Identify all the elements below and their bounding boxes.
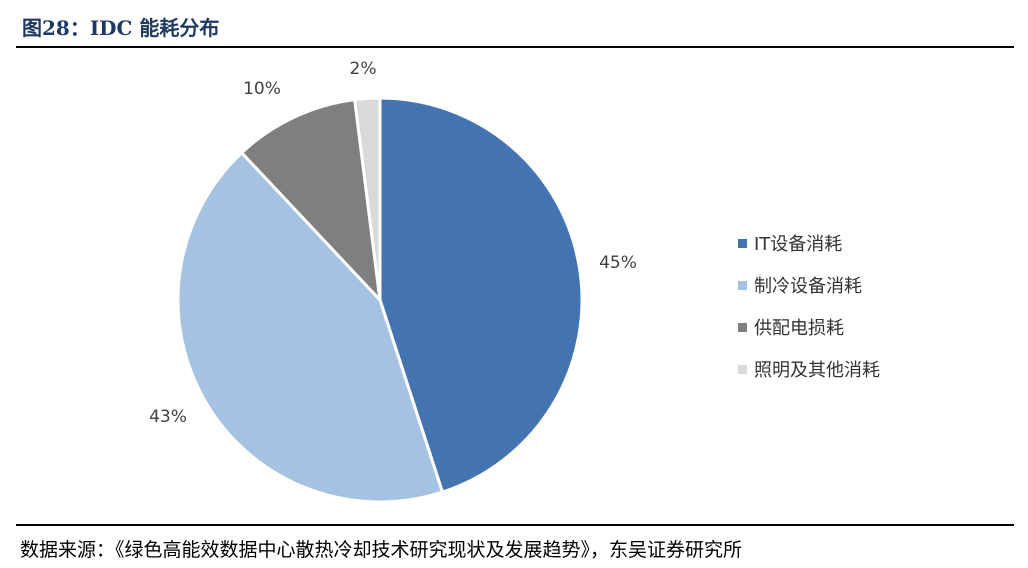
legend-label: 照明及其他消耗 xyxy=(754,360,880,381)
legend-item: IT设备消耗 xyxy=(738,222,880,264)
legend-label: IT设备消耗 xyxy=(754,234,843,255)
data-label: 45% xyxy=(599,253,637,273)
data-label: 2% xyxy=(350,59,377,79)
legend-swatch xyxy=(738,364,747,374)
pie-slice xyxy=(176,150,445,504)
top-divider xyxy=(16,46,1014,48)
data-label: 43% xyxy=(149,407,187,427)
legend-item: 供配电损耗 xyxy=(738,306,880,348)
pie-slice xyxy=(378,96,584,495)
legend-label: 制冷设备消耗 xyxy=(754,276,862,297)
data-label: 10% xyxy=(243,79,281,99)
pie-chart: 45% 43% 10% 2% xyxy=(149,59,637,504)
chart-legend: IT设备消耗 制冷设备消耗 供配电损耗照明及其他消耗 xyxy=(738,222,880,390)
source-note: 数据来源：《绿色高能效数据中心散热冷却技术研究现状及发展趋势》，东吴证券研究所 xyxy=(20,539,743,561)
legend-label: 供配电损耗 xyxy=(754,318,844,339)
legend-swatch xyxy=(738,238,747,248)
pie-slice xyxy=(239,97,383,305)
legend-item: 照明及其他消耗 xyxy=(738,348,880,390)
bottom-divider xyxy=(16,524,1014,526)
pie-slice xyxy=(353,96,382,301)
figure-title: 图28：IDC 能耗分布 xyxy=(22,16,220,40)
legend-swatch xyxy=(738,322,747,332)
legend-item: 制冷设备消耗 xyxy=(738,264,880,306)
legend-swatch xyxy=(738,280,747,290)
